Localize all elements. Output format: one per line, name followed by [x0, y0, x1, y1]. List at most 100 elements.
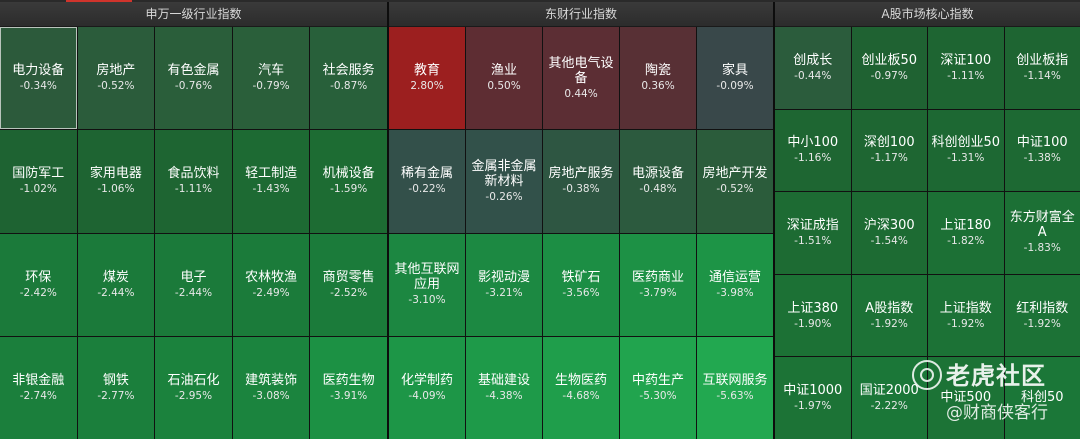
- tile-name: 东方财富全A: [1009, 210, 1075, 241]
- heatmap-tile[interactable]: 深创100 -1.17%: [851, 109, 927, 192]
- heatmap-tile[interactable]: 医药商业 -3.79%: [620, 233, 696, 336]
- tile-name: 科创50: [1020, 390, 1064, 406]
- tile-change-percent: -3.21%: [485, 286, 523, 299]
- tile-name: 上证指数: [939, 300, 992, 316]
- heatmap-tile[interactable]: 非银金融 -2.74%: [0, 336, 77, 439]
- heatmap-tile[interactable]: 金属非金属新材料 -0.26%: [466, 130, 542, 233]
- heatmap-tile[interactable]: 家具 -0.09%: [697, 27, 773, 130]
- heatmap-tile[interactable]: 轻工制造 -1.43%: [232, 130, 310, 233]
- tile-change-percent: -1.43%: [252, 183, 290, 196]
- tile-name: 房地产服务: [548, 166, 614, 182]
- panel-a-share-core-index: A股市场核心指数 创成长 -0.44% 创业板50 -0.97% 深证100 -1.11%…: [775, 2, 1080, 439]
- tile-change-percent: -0.87%: [330, 80, 368, 93]
- heatmap-tile[interactable]: 钢铁 -2.77%: [77, 336, 155, 439]
- heatmap-tile[interactable]: 渔业 0.50%: [466, 27, 542, 130]
- heatmap-tile[interactable]: 生物医药 -4.68%: [543, 336, 619, 439]
- heatmap-tile[interactable]: 化学制药 -4.09%: [389, 336, 465, 439]
- tile-change-percent: -2.77%: [97, 389, 135, 402]
- tile-change-percent: -0.52%: [97, 80, 135, 93]
- heatmap-tile[interactable]: 汽车 -0.79%: [232, 27, 310, 130]
- tile-name: 科创创业50: [931, 135, 1001, 151]
- heatmap-tile[interactable]: 食品饮料 -1.11%: [155, 130, 232, 233]
- heatmap-tile[interactable]: 机械设备 -1.59%: [310, 130, 387, 233]
- tile-change-percent: -5.63%: [716, 389, 754, 402]
- tile-name: 深证100: [940, 52, 992, 68]
- heatmap-tile[interactable]: A股指数 -1.92%: [851, 274, 927, 357]
- heatmap-tile[interactable]: 医药生物 -3.91%: [310, 336, 387, 439]
- tile-name: 商贸零售: [322, 269, 375, 285]
- tile-name: 石油石化: [167, 372, 220, 388]
- heatmap-tile[interactable]: 影视动漫 -3.21%: [466, 233, 542, 336]
- tile-change-percent: -3.56%: [562, 286, 600, 299]
- heatmap-tile[interactable]: 创业板50 -0.97%: [851, 27, 927, 109]
- heatmap-tile[interactable]: 房地产开发 -0.52%: [697, 130, 773, 233]
- heatmap-tile[interactable]: 上证180 -1.82%: [928, 192, 1004, 274]
- heatmap-tile[interactable]: 深证成指 -1.51%: [775, 192, 851, 274]
- tile-change-percent: -0.26%: [485, 190, 523, 203]
- heatmap-tile[interactable]: 教育 2.80%: [389, 27, 465, 130]
- heatmap-tile[interactable]: 上证指数 -1.92%: [928, 274, 1004, 357]
- heatmap-tile[interactable]: 深证100 -1.11%: [928, 27, 1004, 109]
- heatmap-tile[interactable]: 上证380 -1.90%: [775, 274, 851, 357]
- tile-name: 影视动漫: [477, 269, 530, 285]
- heatmap-tile[interactable]: 科创创业50 -1.31%: [928, 109, 1004, 192]
- heatmap-tile[interactable]: 陶瓷 0.36%: [620, 27, 696, 130]
- tile-change-percent: -3.08%: [252, 389, 290, 402]
- heatmap-tile[interactable]: 农林牧渔 -2.49%: [232, 233, 310, 336]
- heatmap-tile[interactable]: 电子 -2.44%: [155, 233, 232, 336]
- panel-title: A股市场核心指数: [775, 2, 1080, 27]
- tile-change-percent: -3.98%: [716, 286, 754, 299]
- heatmap-tile[interactable]: 其他互联网应用 -3.10%: [389, 233, 465, 336]
- tile-change-percent: -1.16%: [794, 152, 832, 165]
- heatmap-tile[interactable]: 沪深300 -1.54%: [851, 192, 927, 274]
- tile-change-percent: -1.14%: [1023, 69, 1061, 82]
- tile-name: 非银金融: [12, 372, 65, 388]
- tile-name: 红利指数: [1016, 300, 1069, 316]
- tile-change-percent: -1.54%: [870, 234, 908, 247]
- heatmap-tile[interactable]: 国防军工 -1.02%: [0, 130, 77, 233]
- heatmap-tile[interactable]: 中证100 -1.38%: [1004, 109, 1080, 192]
- heatmap-tile[interactable]: 红利指数 -1.92%: [1004, 274, 1080, 357]
- heatmap-tile[interactable]: 互联网服务 -5.63%: [697, 336, 773, 439]
- tile-name: 电源设备: [631, 166, 684, 182]
- tile-change-percent: -1.92%: [1023, 317, 1061, 330]
- heatmap-tile[interactable]: 房地产 -0.52%: [77, 27, 155, 130]
- heatmap-tile[interactable]: 电力设备 -0.34%: [0, 27, 77, 130]
- heatmap-tile[interactable]: 中证1000 -1.97%: [775, 357, 851, 439]
- heatmap-tile[interactable]: 社会服务 -0.87%: [310, 27, 387, 130]
- tile-change-percent: -1.11%: [947, 69, 985, 82]
- tile-name: 家具: [721, 63, 748, 79]
- heatmap-tile[interactable]: 中证500: [928, 357, 1004, 439]
- tile-change-percent: -2.74%: [19, 389, 57, 402]
- tile-change-percent: -4.09%: [408, 389, 446, 402]
- tile-change-percent: -1.38%: [1023, 152, 1061, 165]
- heatmap-tile[interactable]: 中小100 -1.16%: [775, 109, 851, 192]
- heatmap-tile[interactable]: 创业板指 -1.14%: [1004, 27, 1080, 109]
- heatmap-tile[interactable]: 创成长 -0.44%: [775, 27, 851, 109]
- heatmap-tile[interactable]: 科创50: [1004, 357, 1080, 439]
- heatmap-tile[interactable]: 商贸零售 -2.52%: [310, 233, 387, 336]
- tile-name: 农林牧渔: [245, 269, 298, 285]
- heatmap-tile[interactable]: 环保 -2.42%: [0, 233, 77, 336]
- heatmap-tile[interactable]: 国证2000 -2.22%: [851, 357, 927, 439]
- heatmap-tile[interactable]: 建筑装饰 -3.08%: [232, 336, 310, 439]
- heatmap-tile[interactable]: 家用电器 -1.06%: [77, 130, 155, 233]
- heatmap-tile[interactable]: 房地产服务 -0.38%: [543, 130, 619, 233]
- heatmap-tile[interactable]: 煤炭 -2.44%: [77, 233, 155, 336]
- heatmap-tile[interactable]: 通信运营 -3.98%: [697, 233, 773, 336]
- tile-change-percent: 0.36%: [641, 80, 675, 93]
- tile-name: 金属非金属新材料: [471, 158, 537, 189]
- heatmap-tile[interactable]: 基础建设 -4.38%: [466, 336, 542, 439]
- heatmap-tile[interactable]: 电源设备 -0.48%: [620, 130, 696, 233]
- heatmap-tile[interactable]: 中药生产 -5.30%: [620, 336, 696, 439]
- tile-name: 铁矿石: [561, 269, 601, 285]
- heatmap-tile[interactable]: 其他电气设备 0.44%: [543, 27, 619, 130]
- tile-name: 创业板50: [861, 52, 918, 68]
- heatmap-tile[interactable]: 有色金属 -0.76%: [155, 27, 232, 130]
- tile-change-percent: -1.97%: [794, 400, 832, 413]
- heatmap-tile[interactable]: 东方财富全A -1.83%: [1004, 192, 1080, 274]
- tile-change-percent: -1.31%: [947, 152, 985, 165]
- heatmap-tile[interactable]: 石油石化 -2.95%: [155, 336, 232, 439]
- heatmap-tile[interactable]: 稀有金属 -0.22%: [389, 130, 465, 233]
- heatmap-tile[interactable]: 铁矿石 -3.56%: [543, 233, 619, 336]
